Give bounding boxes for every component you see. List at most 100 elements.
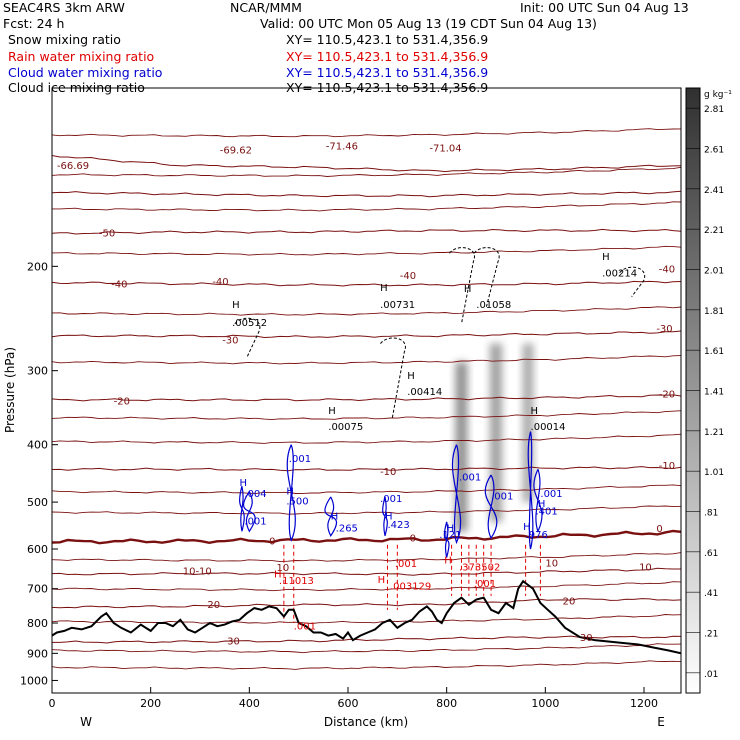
contour-label: -66.69 — [57, 161, 89, 172]
contour-label: H — [407, 371, 415, 382]
y-tick-label: 500 — [27, 496, 48, 509]
contour-label: H — [286, 486, 294, 497]
colorbar-tick-label: .81 — [704, 509, 718, 519]
isotherm-line — [52, 433, 681, 444]
contour-label: .00414 — [407, 387, 442, 398]
contour-label: -50 — [99, 228, 115, 239]
contour-label: .00075 — [328, 422, 363, 433]
y-tick-label: 200 — [27, 260, 48, 273]
contour-label: -10 — [659, 461, 675, 472]
isotherm-minus10 — [52, 466, 681, 472]
isotherm-line — [52, 201, 681, 212]
contour-label: H — [538, 499, 546, 510]
contour-label: -40 — [659, 265, 675, 276]
contour-label: -40 — [212, 277, 228, 288]
contour-label: -30 — [656, 324, 672, 335]
contour-label: 10-10 — [183, 567, 212, 578]
model-title: SEAC4RS 3km ARW — [3, 0, 125, 15]
contour-label: .001 — [491, 492, 513, 503]
snow-shading-layer — [455, 343, 534, 532]
contour-label: 20 — [563, 597, 576, 608]
snow-shade-column — [455, 361, 468, 532]
legend-xy-snow: XY= 110.5,423.1 to 531.4,356.9 — [286, 32, 489, 47]
isotherm-0 — [52, 529, 681, 545]
y-tick-label: 900 — [27, 647, 48, 660]
org-title: NCAR/MMM — [230, 0, 302, 15]
isotherm-10 — [52, 567, 681, 576]
cloud-water-contour — [443, 521, 450, 558]
contour-label: H — [331, 512, 339, 523]
contour-label: 0 — [410, 534, 416, 545]
contour-label: .121 — [439, 530, 461, 541]
isotherm-line — [52, 505, 681, 515]
contour-label: -69.62 — [220, 146, 252, 157]
contour-label: .01058 — [476, 300, 511, 311]
contour-label: .00512 — [232, 318, 267, 329]
contour-label: 0 — [656, 524, 662, 535]
isotherm-20 — [52, 598, 681, 609]
contour-label: H — [232, 300, 240, 311]
contour-label: H — [378, 575, 386, 586]
x-tick-label: 1000 — [531, 697, 559, 710]
x-tick-label: 1200 — [630, 697, 658, 710]
colorbar-tick-label: .21 — [704, 630, 718, 640]
colorbar-tick-label: .61 — [704, 549, 718, 559]
contour-label: H — [274, 569, 282, 580]
contour-label: .001 — [294, 621, 316, 632]
y-tick-label: 700 — [27, 583, 48, 596]
contour-label: 10 — [545, 558, 558, 569]
contour-label: .003129 — [390, 581, 431, 592]
isotherm-minus60 — [52, 190, 681, 198]
contour-label: H — [385, 512, 393, 523]
cloud-ice-contour — [473, 247, 500, 308]
y-tick-label: 300 — [27, 365, 48, 378]
colorbar-tick-label: 2.01 — [704, 267, 724, 277]
x-axis-title: Distance (km) — [324, 715, 408, 729]
contour-label: 10 — [639, 562, 652, 573]
contour-label: .001 — [244, 516, 266, 527]
contour-label: .265 — [336, 523, 358, 534]
isotherm-line — [52, 581, 681, 592]
cloud-water-contour — [527, 431, 534, 550]
colorbar-tick-label: 1.41 — [704, 388, 724, 398]
colorbar-tick-label: .01 — [704, 670, 718, 680]
contour-label: .004 — [244, 489, 266, 500]
isotherm-minus70 — [52, 155, 681, 173]
snow-shade-column — [489, 343, 503, 522]
isotherm-line — [52, 552, 681, 563]
terrain-layer — [52, 579, 681, 655]
cloud-water-contour — [286, 444, 296, 542]
contour-label: H — [602, 252, 610, 263]
plot-area: -66.69 -69.62 -71.46 -71.04 -50 -40 -40 -40 -40 -… — [52, 128, 681, 670]
colorbar-tick-label: 1.81 — [704, 307, 724, 317]
isotherm-30 — [52, 635, 681, 644]
forecast-hour: Fcst: 24 h — [3, 16, 65, 31]
isotherm-minus20 — [52, 394, 681, 402]
legend-xy-rain: XY= 110.5,423.1 to 531.4,356.9 — [286, 49, 489, 64]
contour-label: H — [447, 523, 455, 534]
contour-label-layer: -66.69 -69.62 -71.46 -71.04 -50 -40 -40 -40 -40 -… — [57, 141, 675, 647]
colorbar-tick-label: 2.41 — [704, 186, 724, 196]
temperature-contour-layer — [52, 128, 681, 670]
x-tick-label: 800 — [436, 697, 457, 710]
colorbar-tick-label: 1.61 — [704, 347, 724, 357]
cloud-water-contour — [239, 486, 245, 532]
contour-label: .001 — [540, 489, 562, 500]
legend-xy-cloud-water: XY= 110.5,423.1 to 531.4,356.9 — [286, 65, 489, 80]
contour-label: -71.46 — [326, 141, 358, 152]
contour-label: 30 — [580, 633, 593, 644]
y-tick-label: 400 — [27, 439, 48, 452]
contour-label: .373502 — [459, 562, 500, 573]
isotherm-minus50 — [52, 228, 681, 235]
contour-label: .11013 — [279, 576, 314, 587]
contour-label: -20 — [659, 390, 675, 401]
cloud-ice-contour — [619, 266, 646, 297]
isotherm-line — [52, 410, 681, 421]
axis-layer: 0 200 400 600 800 1000 12002003004005006007008… — [20, 260, 658, 710]
isotherm-line — [52, 166, 681, 177]
isotherm-line — [52, 306, 681, 316]
y-tick-label: 600 — [27, 543, 48, 556]
contour-label: .401 — [535, 507, 557, 518]
x-end-east: E — [657, 715, 665, 729]
